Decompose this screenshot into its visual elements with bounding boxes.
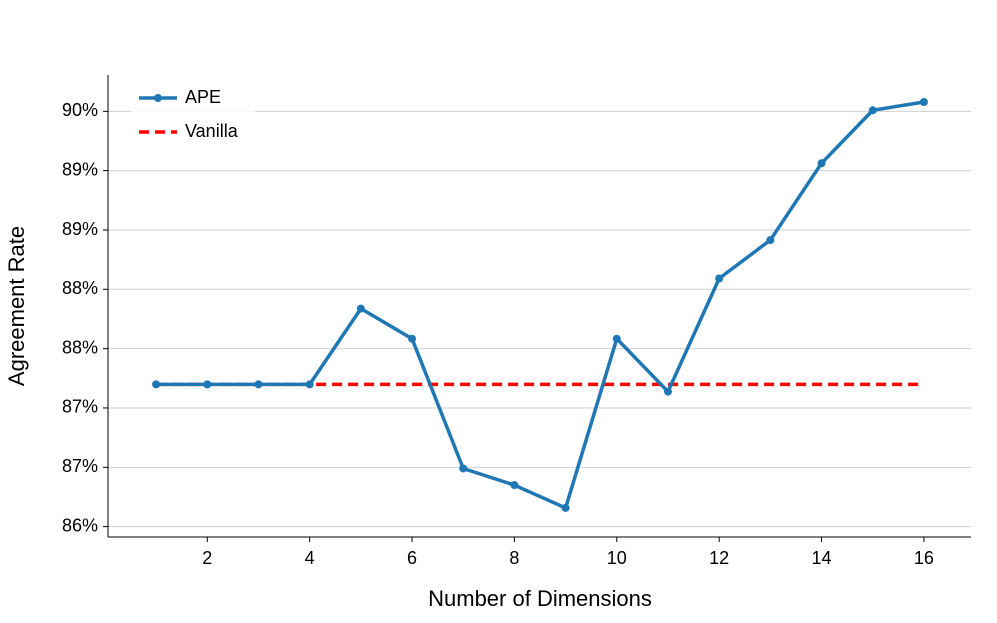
y-tick-label: 87% — [62, 397, 98, 417]
data-point — [408, 334, 417, 343]
x-tick-label: 8 — [509, 548, 519, 568]
data-point — [459, 464, 468, 473]
data-point — [766, 236, 775, 245]
data-point — [561, 503, 570, 512]
y-tick-label: 89% — [62, 159, 98, 179]
data-point — [203, 380, 212, 389]
y-axis-title: Agreement Rate — [4, 226, 29, 386]
y-tick-label: 88% — [62, 337, 98, 357]
data-point — [510, 481, 519, 490]
data-point — [152, 380, 161, 389]
data-point — [868, 106, 877, 115]
legend-box — [131, 82, 255, 158]
x-tick-label: 2 — [202, 548, 212, 568]
data-point — [254, 380, 263, 389]
legend-label: APE — [185, 87, 221, 107]
y-tick-label: 90% — [62, 100, 98, 120]
data-point — [715, 274, 724, 283]
x-tick-label: 4 — [305, 548, 315, 568]
y-tick-label: 87% — [62, 456, 98, 476]
x-tick-label: 14 — [812, 548, 832, 568]
data-point — [612, 334, 621, 343]
data-point — [817, 159, 826, 168]
x-tick-label: 6 — [407, 548, 417, 568]
y-tick-label: 88% — [62, 278, 98, 298]
x-tick-label: 16 — [914, 548, 934, 568]
x-tick-label: 10 — [607, 548, 627, 568]
y-tick-label: 86% — [62, 515, 98, 535]
x-axis-title: Number of Dimensions — [428, 586, 652, 611]
legend-marker — [154, 94, 162, 102]
data-point — [305, 380, 314, 389]
series-line — [156, 100, 925, 511]
data-point — [356, 304, 365, 313]
y-tick-label: 89% — [62, 219, 98, 239]
legend-label: Vanilla — [185, 121, 239, 141]
data-point — [919, 97, 928, 106]
data-point — [663, 387, 672, 396]
x-tick-label: 12 — [709, 548, 729, 568]
